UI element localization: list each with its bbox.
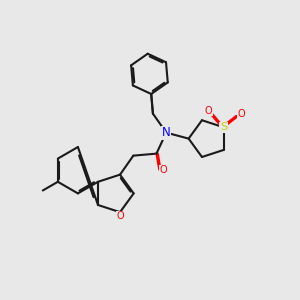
Text: O: O [238,110,245,119]
Text: O: O [159,165,167,175]
Text: O: O [205,106,212,116]
Text: O: O [116,211,124,221]
Text: S: S [220,122,227,132]
Text: N: N [162,126,171,139]
